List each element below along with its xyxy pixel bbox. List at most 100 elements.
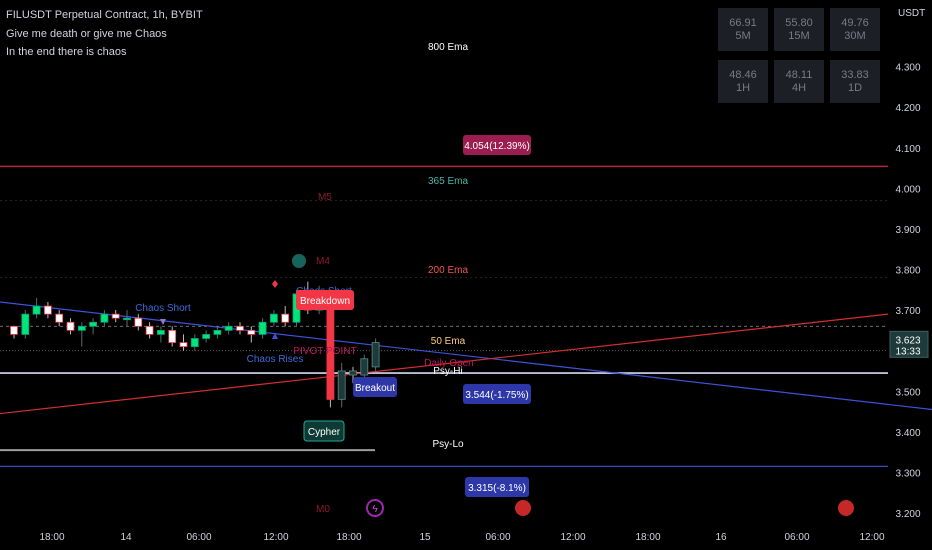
annotation-badge-text: Breakdown [300, 296, 350, 307]
flag-icon[interactable] [515, 500, 531, 516]
x-tick-label: 12:00 [263, 532, 288, 543]
last-price-box [889, 330, 929, 358]
x-tick-label: 15 [419, 532, 431, 543]
x-tick-label: 12:00 [859, 532, 884, 543]
candle-body [224, 325, 233, 331]
x-tick-label: 06:00 [784, 532, 809, 543]
x-tick-label: 18:00 [39, 532, 64, 543]
horizontal-levels [0, 165, 888, 467]
rsi-cell: 33.83 1D [830, 60, 880, 103]
annotation-text: 200 Ema [428, 265, 468, 276]
annotation-badge-text: 3.544(-1.75%) [465, 390, 528, 401]
candle-body [168, 329, 177, 343]
x-tick-label: 18:00 [336, 532, 361, 543]
annotation-badge-text: Cypher [308, 427, 341, 438]
annotation-badge-text: 4.054(12.39%) [464, 141, 530, 152]
indicator-line-1: Give me death or give me Chaos [6, 28, 167, 40]
y-tick-label: 3.300 [895, 468, 920, 479]
y-tick-label: 4.000 [895, 184, 920, 195]
flag-icon-2[interactable] [838, 500, 854, 516]
annotation-text: 365 Ema [428, 176, 468, 187]
x-tick-label: 06:00 [485, 532, 510, 543]
candle-body [111, 313, 120, 319]
annotation-text: Chaos Rises [247, 354, 304, 365]
candle-body [179, 342, 188, 348]
lightning-icon[interactable] [366, 499, 384, 517]
candle-body [134, 317, 143, 327]
annotation-text: Chaos Short [135, 303, 191, 314]
x-tick-label: 12:00 [560, 532, 585, 543]
annotation-badge [465, 477, 529, 497]
candle-body [281, 313, 290, 323]
annotation-text: Psy-Lo [432, 439, 464, 450]
x-tick-label: 18:00 [635, 532, 660, 543]
candle-body [156, 329, 165, 335]
markers: ϟ [160, 254, 854, 517]
candle-body [66, 321, 75, 331]
rsi-cell: 49.76 30M [830, 8, 880, 51]
rsi-table: 66.91 5M 55.80 15M 49.76 30M 48.46 1H 48.11 4… [718, 8, 884, 106]
annotation-text: M4 [316, 256, 330, 267]
rsi-cell: 48.11 4H [774, 60, 824, 103]
chaos-short-marker [160, 319, 166, 325]
annotations: 800 Ema 4.054(12.39%) 365 Ema M5 M4 200 Ema Ch… [135, 42, 531, 515]
annotation-badge [353, 377, 397, 397]
chaos-rises-marker [272, 333, 278, 339]
lightning-glyph: ϟ [372, 504, 378, 515]
candle-body [360, 358, 369, 376]
x-tick-label: 14 [120, 532, 132, 543]
candle-body [10, 325, 18, 335]
red-diamond-marker [272, 280, 278, 288]
annotation-text: 800 Ema [428, 42, 468, 53]
candle-body [371, 342, 380, 368]
countdown-value: 13:33 [895, 346, 920, 357]
annotation-text: Daily Open [424, 358, 473, 369]
annotation-badge [463, 384, 531, 404]
candle-body [236, 325, 244, 331]
y-tick-label: 4.300 [895, 63, 920, 74]
y-tick-label: 3.500 [895, 387, 920, 398]
candle-body [123, 317, 131, 321]
last-price-value: 3.623 [895, 335, 920, 346]
candle-body [190, 338, 199, 348]
annotation-badge-text: 3.315(-8.1%) [468, 483, 526, 494]
candle-body [349, 370, 357, 376]
annotation-text: M0 [316, 504, 330, 515]
candle-body [202, 334, 211, 339]
annotation-text: PIVOT POINT [293, 346, 356, 357]
candle-body [100, 313, 109, 323]
annotation-text: 50 Ema [431, 336, 466, 347]
annotation-badge [303, 420, 345, 442]
annotation-badge-text: Breakout [355, 383, 395, 394]
y-tick-label: 3.900 [895, 225, 920, 236]
x-tick-label: 16 [715, 532, 727, 543]
candle-body [77, 325, 86, 331]
rsi-cell: 48.46 1H [718, 60, 768, 103]
annotation-badge [296, 290, 354, 310]
x-tick-label: 06:00 [186, 532, 211, 543]
trendline [0, 301, 932, 411]
currency-label: USDT [898, 8, 926, 19]
annotation-text: Psy-Hi [433, 366, 462, 377]
trendline [0, 313, 889, 415]
candle-body [32, 305, 41, 315]
annotation-badge [463, 135, 531, 155]
trendlines [0, 301, 932, 415]
candle-body [247, 329, 256, 335]
candle-body [269, 313, 278, 323]
y-tick-label: 3.400 [895, 428, 920, 439]
candle-body [337, 370, 346, 400]
candle-body [89, 321, 97, 327]
symbol-title: FILUSDT Perpetual Contract, 1h, BYBIT [6, 9, 203, 21]
candle-body [55, 313, 64, 323]
green-circle-marker [292, 254, 306, 268]
y-tick-label: 4.200 [895, 103, 920, 114]
rsi-cell: 55.80 15M [774, 8, 824, 51]
rsi-cell: 66.91 5M [718, 8, 768, 51]
candle-body [145, 325, 154, 335]
candle-body [44, 305, 52, 315]
candle-body [213, 329, 222, 335]
candle-body [258, 321, 267, 335]
y-tick-label: 3.800 [895, 266, 920, 277]
